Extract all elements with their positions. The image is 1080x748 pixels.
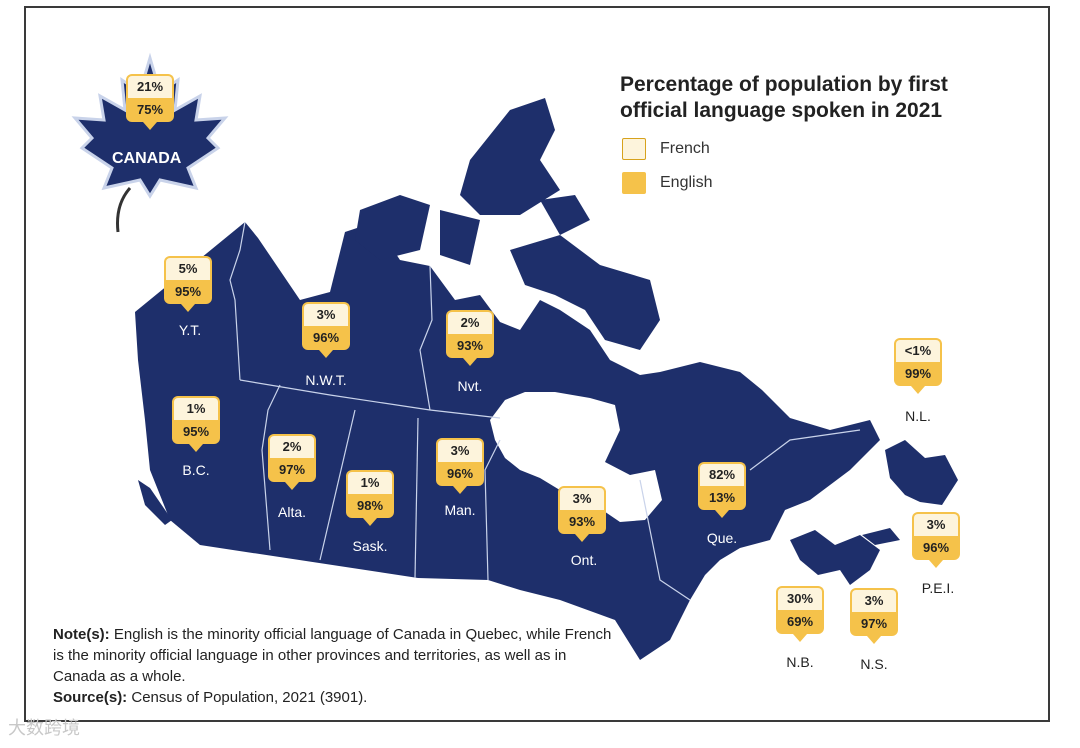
callout-pointer xyxy=(929,560,943,568)
callout-pointer xyxy=(911,386,925,394)
label-que: Que. xyxy=(706,530,738,546)
callout-bc: 1% 95% xyxy=(172,396,220,452)
legend-label: English xyxy=(660,174,713,191)
callout-pointer xyxy=(189,444,203,452)
note-text: English is the minority official languag… xyxy=(53,626,612,685)
french-value: 2% xyxy=(268,434,316,458)
label-man: Man. xyxy=(444,502,476,518)
vancouver-island xyxy=(138,480,172,525)
english-value: 97% xyxy=(268,458,316,482)
french-value: 30% xyxy=(776,586,824,610)
callout-pei: 3% 96% xyxy=(912,512,960,568)
english-value: 96% xyxy=(436,462,484,486)
note-label: Note(s): xyxy=(53,626,110,643)
label-ont: Ont. xyxy=(570,552,598,568)
callout-yt: 5% 95% xyxy=(164,256,212,312)
label-yt: Y.T. xyxy=(178,322,202,338)
source-label: Source(s): xyxy=(53,689,128,706)
callout-nb: 30% 69% xyxy=(776,586,824,642)
french-value: 3% xyxy=(436,438,484,462)
callout-alta: 2% 97% xyxy=(268,434,316,490)
callout-canada: 21% 75% xyxy=(126,74,174,130)
callout-ont: 3% 93% xyxy=(558,486,606,542)
french-value: 5% xyxy=(164,256,212,280)
callout-pointer xyxy=(453,486,467,494)
callout-pointer xyxy=(575,534,589,542)
arctic-island xyxy=(460,98,560,215)
callout-man: 3% 96% xyxy=(436,438,484,494)
label-nvt: Nvt. xyxy=(457,378,483,394)
french-value: 21% xyxy=(126,74,174,98)
french-value: 82% xyxy=(698,462,746,486)
callout-pointer xyxy=(285,482,299,490)
arctic-island xyxy=(540,195,590,235)
callout-ns: 3% 97% xyxy=(850,588,898,644)
arctic-island xyxy=(440,210,480,265)
english-value: 96% xyxy=(912,536,960,560)
english-value: 98% xyxy=(346,494,394,518)
maritimes-shape xyxy=(790,530,880,585)
watermark: 大数跨境 xyxy=(8,718,80,738)
label-pei: P.E.I. xyxy=(921,580,955,596)
newfoundland-island xyxy=(885,440,958,505)
french-value: <1% xyxy=(894,338,942,362)
french-value: 3% xyxy=(558,486,606,510)
footnote: Note(s): English is the minority officia… xyxy=(53,624,613,708)
english-value: 97% xyxy=(850,612,898,636)
english-value: 99% xyxy=(894,362,942,386)
callout-nwt: 3% 96% xyxy=(302,302,350,358)
french-value: 1% xyxy=(346,470,394,494)
callout-que: 82% 13% xyxy=(698,462,746,518)
source-line: Source(s): Census of Population, 2021 (3… xyxy=(53,687,613,708)
english-swatch xyxy=(622,172,646,194)
note-line: Note(s): English is the minority officia… xyxy=(53,624,613,687)
callout-pointer xyxy=(143,122,157,130)
arctic-island xyxy=(355,195,430,260)
french-value: 1% xyxy=(172,396,220,420)
callout-nl: <1% 99% xyxy=(894,338,942,394)
legend-item-french: French xyxy=(622,138,712,160)
label-nwt: N.W.T. xyxy=(305,372,347,388)
callout-pointer xyxy=(867,636,881,644)
english-value: 69% xyxy=(776,610,824,634)
legend: French English xyxy=(622,138,712,206)
callout-pointer xyxy=(181,304,195,312)
french-value: 3% xyxy=(302,302,350,326)
english-value: 75% xyxy=(126,98,174,122)
english-value: 93% xyxy=(446,334,494,358)
label-sask: Sask. xyxy=(352,538,388,554)
source-text: Census of Population, 2021 (3901). xyxy=(131,689,368,706)
french-value: 3% xyxy=(850,588,898,612)
label-nb: N.B. xyxy=(786,654,814,670)
callout-pointer xyxy=(463,358,477,366)
french-value: 2% xyxy=(446,310,494,334)
english-value: 96% xyxy=(302,326,350,350)
english-value: 95% xyxy=(172,420,220,444)
callout-sask: 1% 98% xyxy=(346,470,394,526)
canada-label: CANADA xyxy=(112,150,182,167)
pei-island xyxy=(862,528,900,545)
french-value: 3% xyxy=(912,512,960,536)
callout-pointer xyxy=(363,518,377,526)
callout-pointer xyxy=(319,350,333,358)
label-nl: N.L. xyxy=(905,408,931,424)
callout-nvt: 2% 93% xyxy=(446,310,494,366)
french-swatch xyxy=(622,138,646,160)
maple-stem xyxy=(116,187,132,233)
label-alta: Alta. xyxy=(277,504,307,520)
callout-pointer xyxy=(793,634,807,642)
arctic-island xyxy=(510,235,660,350)
province-borders xyxy=(229,221,861,601)
english-value: 13% xyxy=(698,486,746,510)
hudson-bay xyxy=(490,392,662,522)
english-value: 93% xyxy=(558,510,606,534)
legend-item-english: English xyxy=(622,172,712,194)
label-ns: N.S. xyxy=(860,656,888,672)
english-value: 95% xyxy=(164,280,212,304)
label-bc: B.C. xyxy=(182,462,210,478)
callout-pointer xyxy=(715,510,729,518)
map-title: Percentage of population by first offici… xyxy=(620,73,948,122)
legend-label: French xyxy=(660,140,710,157)
